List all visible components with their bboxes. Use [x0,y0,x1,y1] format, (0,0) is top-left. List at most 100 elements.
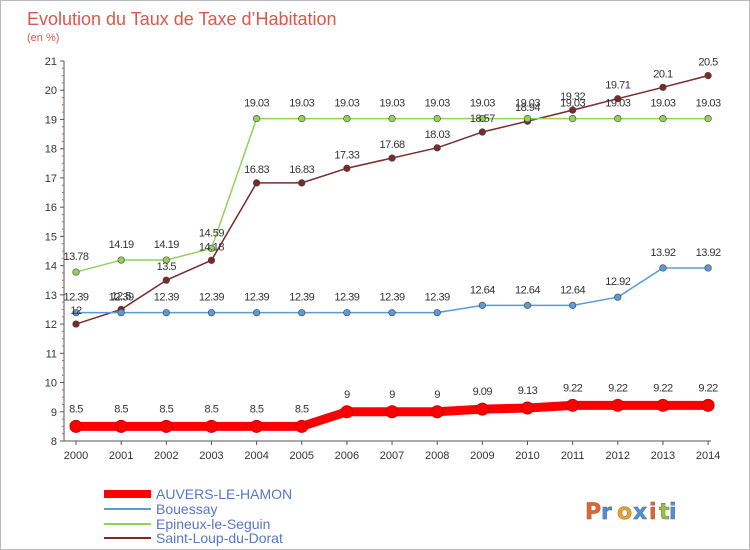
data-label: 9.22 [563,382,583,394]
data-label: 13.5 [157,261,177,273]
data-point [659,264,667,272]
y-tick-label: 13 [45,290,57,302]
data-label: 9.22 [698,382,718,394]
y-tick-label: 20 [45,85,57,97]
data-point [250,419,264,433]
data-label: 19.32 [560,91,585,103]
data-label: 8.5 [295,403,309,415]
data-label: 17.33 [334,149,359,161]
data-point [701,398,715,412]
data-label: 14.19 [109,239,134,251]
data-label: 9.22 [653,382,673,394]
y-tick-label: 15 [45,231,57,243]
data-point [69,419,83,433]
data-label: 12.64 [560,284,585,296]
data-label: 8.5 [159,403,173,415]
data-point [343,309,351,317]
y-tick-label: 18 [45,144,57,156]
data-point [253,309,261,317]
data-point [433,309,441,317]
data-label: 20.5 [698,57,718,69]
data-point [569,114,577,123]
data-label: 19.71 [605,80,630,92]
data-labels-layer: 12 12.5 13.5 14.18 16.83 16.83 17.33 17.68 18.03… [63,57,721,416]
x-tick-label: 2004 [244,450,268,462]
data-point [388,114,396,123]
data-point [614,293,622,301]
data-label: 12 [70,305,82,317]
logo-letter: x [633,500,647,525]
data-label: 9 [434,389,440,401]
data-point [569,106,577,114]
x-tick-label: 2006 [335,450,359,462]
data-point [159,419,173,433]
data-point [207,244,216,252]
x-tick-label: 2008 [425,450,449,462]
legend-label: Saint-Loup-du-Dorat [156,530,283,546]
x-tick-label: 2007 [380,450,404,462]
data-label: 17.68 [380,139,405,151]
data-label: 12.39 [380,292,405,304]
x-tick-label: 2011 [561,450,585,462]
logo-letter: r [601,500,612,525]
data-label: 8.5 [69,403,83,415]
data-point [72,268,80,276]
y-tick-label: 14 [45,261,57,273]
data-label: 18.94 [515,102,540,114]
data-label: 19.03 [289,98,314,110]
data-label: 12.39 [154,292,179,304]
data-point [340,405,354,419]
data-label: 12.39 [425,292,450,304]
data-label: 19.03 [515,98,540,110]
data-label: 12.39 [199,292,224,304]
data-point [611,398,625,412]
x-tick-label: 2000 [64,450,88,462]
data-point [204,419,218,433]
logo-letter: i [649,500,657,525]
data-label: 9 [389,389,395,401]
logo-letter: t [659,500,670,525]
data-point [569,301,577,309]
y-tick-label: 8 [51,436,57,448]
data-label: 12.39 [289,292,314,304]
y-tick-label: 11 [46,348,57,360]
data-point [614,95,622,103]
y-tick-label: 19 [45,114,57,126]
data-point [433,114,441,123]
x-tick-label: 2009 [470,450,494,462]
x-tick-label: 2002 [154,450,178,462]
data-point [478,301,486,309]
data-label: 8.5 [205,403,219,415]
data-label: 20.1 [653,68,673,80]
data-point [298,309,306,317]
data-point [162,256,170,264]
data-label: 14.18 [199,241,224,253]
data-point [704,114,712,123]
data-point [207,309,216,317]
data-label: 9.22 [608,382,628,394]
logo-letter: P [585,500,601,525]
data-label: 12.64 [470,284,495,296]
data-point [298,179,306,187]
data-label: 19.03 [244,98,269,110]
data-point [114,419,128,433]
data-point [433,144,441,152]
logo-letter: o [617,500,632,525]
x-tick-label: 2014 [696,450,720,462]
y-tick-label: 10 [45,378,57,390]
data-label: 12.64 [515,284,540,296]
y-tick-label: 9 [51,407,57,419]
data-point [478,128,486,136]
data-label: 9.13 [518,385,538,397]
data-label: 14.19 [154,239,179,251]
data-point [523,301,532,309]
data-point [523,114,532,123]
axes: 8 9 10 11 12 13 14 15 16 17 18 19 20 21 2000 2001 2002 20… [45,56,721,462]
chart-subtitle: (en %) [27,32,59,44]
data-label: 19.03 [334,98,359,110]
data-point [253,114,261,123]
data-point [72,320,80,328]
data-point [659,114,667,123]
